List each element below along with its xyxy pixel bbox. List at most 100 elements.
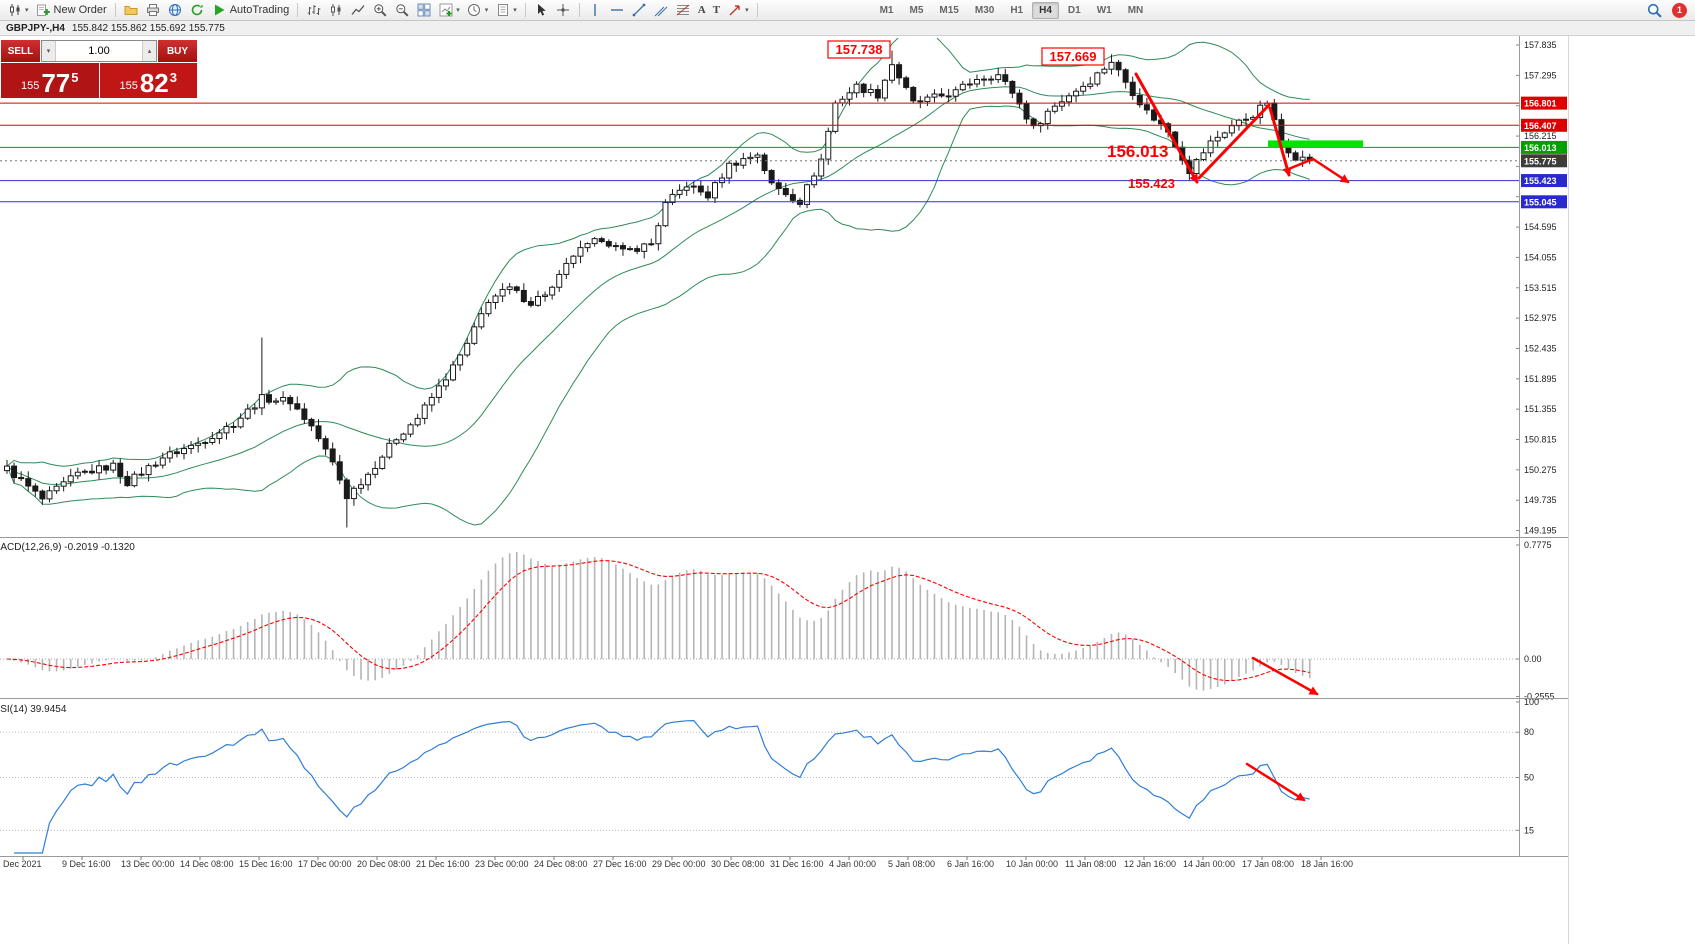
volume-increase-button[interactable]: ▴ (142, 41, 156, 61)
time-label: 23 Dec 00:00 (475, 859, 529, 869)
vertical-line-button[interactable] (585, 1, 606, 19)
buy-price-display[interactable]: 155 82 3 (99, 63, 197, 98)
autotrading-button[interactable]: AutoTrading (209, 1, 293, 19)
profiles-button[interactable] (121, 1, 142, 19)
timeframe-button-W1[interactable]: W1 (1096, 4, 1112, 16)
tile-windows-button[interactable] (413, 1, 434, 19)
bar-chart-button[interactable] (303, 1, 324, 19)
separator (578, 3, 580, 17)
candlestick-chart-icon (7, 3, 22, 18)
toolbar: ▾ New Order AutoTrading ▾ ▾ (0, 0, 1695, 21)
chevron-down-icon: ▾ (513, 6, 517, 14)
new-order-button[interactable]: New Order (33, 1, 110, 19)
globe-icon (168, 3, 183, 18)
price-badge (1521, 195, 1567, 209)
separator (524, 3, 526, 17)
volume-decrease-button[interactable]: ▾ (42, 41, 56, 61)
cursor-button[interactable] (531, 1, 552, 19)
channel-button[interactable] (651, 1, 672, 19)
play-icon (212, 3, 227, 18)
new-chart-button[interactable]: ▾ (4, 1, 32, 19)
timeframe-button-M1[interactable]: M1 (879, 4, 894, 16)
clock-icon (467, 3, 482, 18)
time-label: 20 Dec 08:00 (357, 859, 411, 869)
sell-price-display[interactable]: 155 77 5 (1, 63, 99, 98)
svg-text:149.735: 149.735 (1524, 495, 1557, 505)
text-label-button[interactable]: T (710, 1, 723, 19)
timeframe-button-H1[interactable]: H1 (1010, 4, 1024, 16)
time-label: 21 Dec 16:00 (416, 859, 470, 869)
one-click-trading-panel: SELL ▾ 1.00 ▴ BUY 155 77 5 155 82 3 (1, 40, 197, 98)
crosshair-icon (556, 3, 571, 18)
svg-text:157.738: 157.738 (836, 42, 883, 57)
price-chart[interactable]: 0.7775 0.00 -0.2555 MACD(12,26,9) -0.2019 -… (0, 36, 1568, 862)
svg-text:157.669: 157.669 (1050, 49, 1097, 64)
crosshair-button[interactable] (553, 1, 574, 19)
svg-text:156.801: 156.801 (1524, 99, 1557, 109)
time-label: 14 Jan 00:00 (1183, 859, 1236, 869)
templates-button[interactable]: ▾ (492, 1, 520, 19)
folder-icon (124, 3, 139, 18)
text-button[interactable]: A (695, 1, 709, 19)
time-label: 15 Dec 16:00 (239, 859, 293, 869)
time-label: 12 Jan 16:00 (1124, 859, 1177, 869)
buy-button[interactable]: BUY (158, 40, 197, 62)
print-button[interactable] (143, 1, 164, 19)
price-badge (1521, 174, 1567, 188)
search-icon[interactable] (1647, 3, 1662, 18)
chevron-down-icon: ▾ (25, 6, 29, 14)
time-label: 4 Jan 00:00 (829, 859, 877, 869)
timeframe-group: M1 M5 M15 M30 H1 H4 D1 W1 MN (873, 1, 1151, 19)
arrows-tool-button[interactable]: ▾ (724, 1, 752, 19)
chevron-down-icon: ▾ (484, 6, 489, 14)
svg-text:155.423: 155.423 (1128, 176, 1175, 191)
macd-panel (0, 551, 1518, 691)
timeframe-button-M15[interactable]: M15 (939, 4, 959, 16)
timeframe-button-H4[interactable]: H4 (1032, 1, 1059, 19)
new-order-label: New Order (53, 4, 107, 16)
notification-badge[interactable]: 1 (1672, 2, 1687, 18)
svg-text:156.013: 156.013 (1524, 143, 1557, 153)
vertical-line-icon (588, 3, 603, 18)
svg-text:155.775: 155.775 (1524, 156, 1557, 166)
trend-arrow (1268, 106, 1292, 177)
timeframe-button-D1[interactable]: D1 (1067, 4, 1081, 16)
rsi-line (14, 719, 1310, 854)
svg-text:50: 50 (1524, 773, 1534, 783)
bar-chart-icon (306, 3, 321, 18)
indicators-icon (438, 3, 453, 18)
price-badge (1521, 118, 1567, 132)
refresh-icon (190, 3, 205, 18)
sell-button[interactable]: SELL (1, 40, 40, 62)
volume-value[interactable]: 1.00 (88, 45, 110, 57)
periods-button[interactable]: ▾ (464, 1, 492, 19)
horizontal-line-button[interactable] (607, 1, 628, 19)
buy-price-big: 82 (139, 68, 169, 98)
time-label: 29 Dec 00:00 (652, 859, 706, 869)
svg-text:0.00: 0.00 (1524, 654, 1542, 664)
indicators-button[interactable]: ▾ (435, 1, 463, 19)
candles (4, 50, 1313, 528)
timeframe-button-MN[interactable]: MN (1127, 4, 1144, 16)
timeframe-button-M5[interactable]: M5 (909, 4, 924, 16)
cursor-icon (534, 3, 549, 18)
candle-chart-button[interactable] (325, 1, 346, 19)
refresh-button[interactable] (187, 1, 208, 19)
printer-icon (146, 3, 161, 18)
svg-text:15: 15 (1524, 825, 1534, 835)
price-badge (1521, 140, 1567, 154)
zoom-in-button[interactable] (369, 1, 390, 19)
time-axis[interactable]: Dec 2021 9 Dec 16:00 13 Dec 00:00 14 Dec 08… (0, 859, 1568, 872)
separator (756, 3, 758, 17)
timeframe-button-M30[interactable]: M30 (974, 4, 995, 16)
line-chart-button[interactable] (347, 1, 368, 19)
chevron-down-icon: ▾ (456, 6, 460, 14)
time-label: 30 Dec 08:00 (711, 859, 765, 869)
fibonacci-button[interactable] (673, 1, 694, 19)
line-chart-icon (350, 3, 365, 18)
svg-text:80: 80 (1524, 727, 1534, 737)
data-window-button[interactable] (165, 1, 186, 19)
zoom-out-button[interactable] (391, 1, 412, 19)
text-icon: A (697, 4, 706, 16)
trendline-button[interactable] (629, 1, 650, 19)
